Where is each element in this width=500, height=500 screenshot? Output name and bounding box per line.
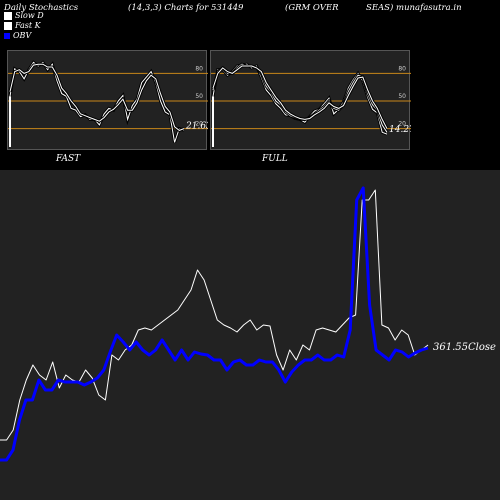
level-label-80: 80 [195,65,203,72]
level-label-50: 50 [195,93,203,100]
header-company: (GRM OVER [285,3,339,13]
series-outline-1 [211,62,389,134]
header-site: SEAS) munafasutra.in [366,3,462,13]
series-line-1 [9,63,185,131]
legend-label-slow-d: Slow D [15,11,44,20]
series-outline-0 [211,62,388,136]
legend-item-fast-k: Fast K [4,21,44,31]
obv-close-label: Close [468,342,496,353]
legend: Slow D Fast K OBV [4,11,44,41]
series-line-0 [212,63,388,135]
legend-swatch-obv [4,33,10,39]
series-line-0 [9,61,185,143]
level-label-80: 80 [398,65,406,72]
obv-last-value: 361.55 [433,342,468,353]
legend-swatch-fast-k [4,22,12,30]
header-title: Daily Stochastics [4,3,79,13]
full-panel-label: FULL [262,154,288,164]
obv-line [0,186,429,462]
price-line [0,189,429,441]
obv-chart [0,186,429,462]
obv-chart-area [0,170,500,500]
legend-label-obv: OBV [13,31,32,40]
legend-item-slow-d: Slow D [4,11,44,21]
last-value-label-1: 14.27 [389,125,411,135]
level-label-20: 20 [398,121,406,128]
fast-panel-label: FAST [56,154,81,164]
header-params: (14,3,3) Charts for 531449 [128,3,244,13]
legend-item-obv: OBV [4,31,44,41]
level-label-20: 20 [195,121,203,128]
legend-swatch-slow-d [4,12,12,20]
series-line-2 [212,65,388,129]
legend-label-fast-k: Fast K [15,21,41,30]
series-line-1 [212,63,388,133]
last-value-label-0: 21.63 [185,121,208,131]
level-label-50: 50 [398,93,406,100]
series-outline-0 [8,60,185,143]
obv-last-value-label: 361.55Close [433,342,496,353]
